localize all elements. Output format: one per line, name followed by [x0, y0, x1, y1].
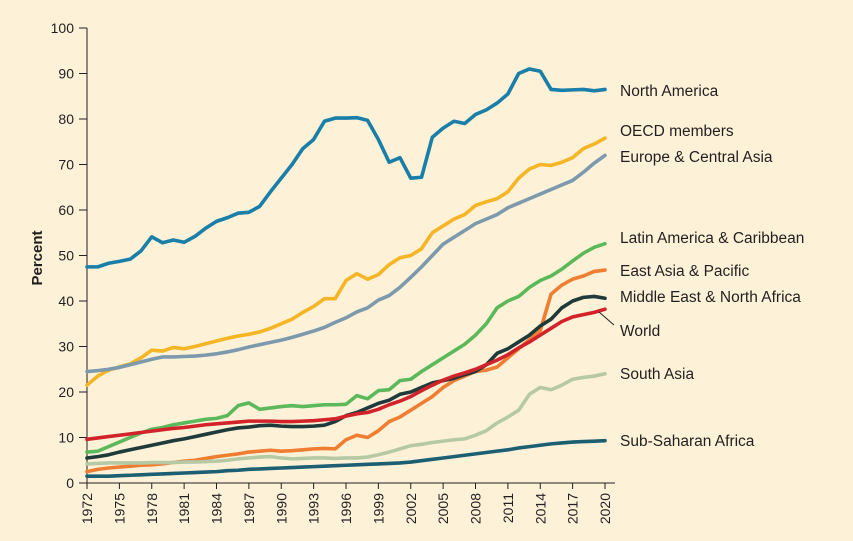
- y-tick-label: 10: [58, 430, 74, 446]
- x-tick-label: 2017: [565, 493, 581, 524]
- series-line-north-america: [85, 67, 607, 269]
- y-tick-label: 100: [51, 20, 75, 36]
- x-tick-label: 1996: [338, 493, 354, 524]
- x-tick-label: 2008: [468, 493, 484, 524]
- series-line-latin-america-caribbean: [85, 241, 607, 454]
- series-label-latin-america-caribbean: Latin America & Caribbean: [620, 230, 804, 247]
- series-line-south-asia: [85, 372, 607, 466]
- series-lines: [85, 67, 607, 478]
- x-tick-label: 2002: [403, 493, 419, 524]
- y-axis-title: Percent: [29, 230, 46, 285]
- y-tick-label: 80: [58, 111, 74, 127]
- y-tick-label: 30: [58, 339, 74, 355]
- x-tick-label: 2011: [500, 493, 516, 523]
- y-tick-label: 70: [58, 157, 74, 173]
- series-labels: North America OECD members Europe & Centra…: [598, 83, 804, 450]
- series-line-sub-saharan-africa: [85, 438, 607, 478]
- series-line-oecd-members: [85, 136, 607, 387]
- series-label-oecd-members: OECD members: [620, 123, 734, 140]
- x-tick-label: 1975: [111, 493, 127, 524]
- series-label-sub-saharan-africa: Sub-Saharan Africa: [620, 433, 755, 450]
- series-line-europe-central-asia: [85, 153, 607, 374]
- x-tick-label: 1972: [79, 493, 95, 524]
- axes: 0 10 20 30 40 50 60 70 80 90 100 1972 1975 1978 1981 19…: [51, 20, 615, 524]
- series-label-north-america: North America: [620, 83, 719, 100]
- y-tick-label: 40: [58, 293, 74, 309]
- x-tick-label: 1981: [176, 493, 192, 524]
- y-tick-label: 60: [58, 202, 74, 218]
- x-tick-label: 1993: [306, 493, 322, 524]
- x-tick-label: 1987: [241, 493, 257, 524]
- series-label-east-asia-pacific: East Asia & Pacific: [620, 263, 749, 280]
- series-label-south-asia: South Asia: [620, 366, 694, 383]
- series-label-europe-central-asia: Europe & Central Asia: [620, 149, 773, 166]
- x-tick-label: 1978: [144, 493, 160, 524]
- series-label-middle-east-north-africa: Middle East & North Africa: [620, 289, 801, 306]
- series-line-world: [85, 307, 607, 442]
- y-tick-label: 20: [58, 384, 74, 400]
- x-tick-label: 2005: [435, 493, 451, 524]
- x-tick-label: 1990: [273, 493, 289, 524]
- y-tick-label: 50: [58, 248, 74, 264]
- y-tick-label: 90: [58, 66, 74, 82]
- series-label-world: World: [620, 323, 660, 340]
- world-label-leader: [598, 311, 615, 326]
- x-tick-label: 1999: [370, 493, 386, 524]
- x-tick-label: 1984: [209, 493, 225, 524]
- x-tick-label: 2014: [532, 493, 548, 524]
- y-tick-label: 0: [66, 475, 74, 491]
- x-tick-label: 2020: [597, 493, 613, 524]
